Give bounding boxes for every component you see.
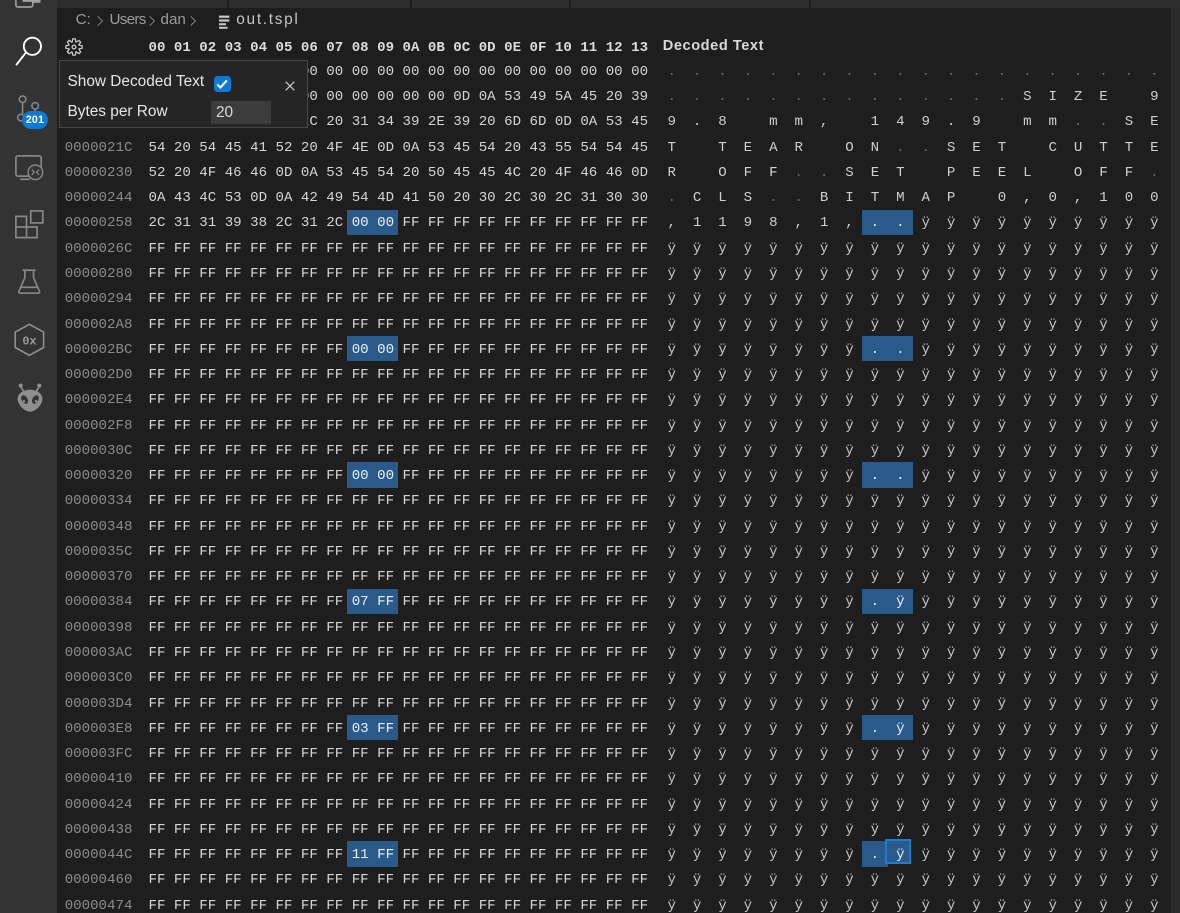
svg-text:0x: 0x: [22, 335, 36, 349]
